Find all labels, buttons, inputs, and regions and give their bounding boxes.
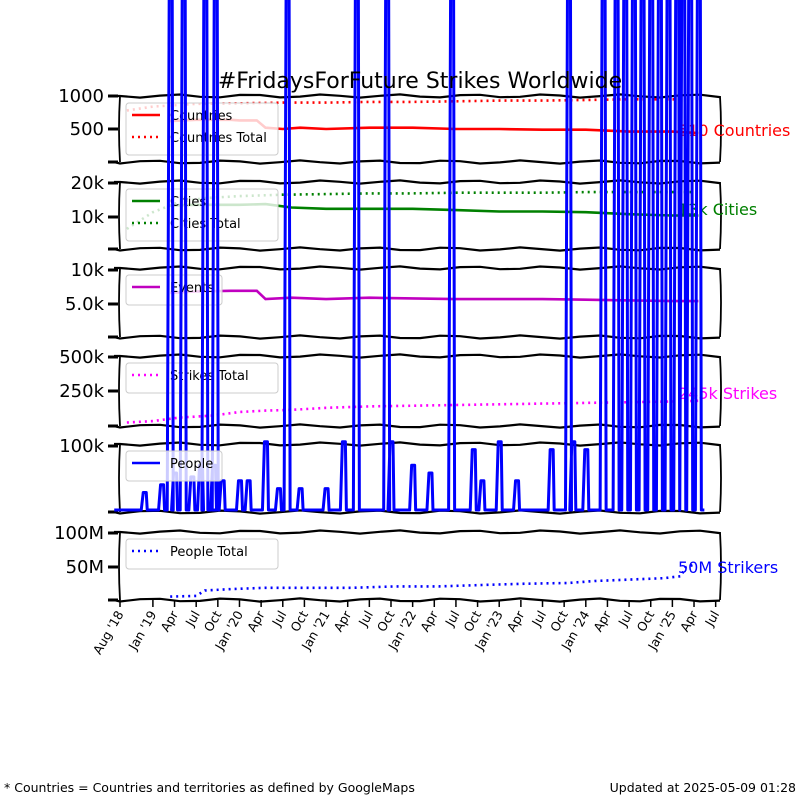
panel-bottom-border [114,247,720,250]
panel-right-border [720,268,721,337]
legend-label: Cities [170,195,206,210]
y-tick-label: 1000 [58,86,104,107]
panel-bottom-border [114,160,720,163]
y-tick-label: 250k [59,381,104,402]
x-tick-label: Jul [528,608,549,629]
y-tick-label: 100M [54,523,104,544]
y-tick-label: 50M [66,557,104,578]
legend: People Total [126,539,278,569]
x-tick-label: Jul [355,608,376,629]
x-tick-label: Apr [157,607,181,634]
series-end-label: 50M Strikers [678,558,778,577]
legend-label: People [170,457,213,472]
panel-bottom-border [114,335,720,338]
x-tick-label: Apr [417,607,441,634]
panel-left-border [119,356,120,426]
y-tick-label: 5.0k [65,294,105,315]
x-tick-label: Aug '18 [90,608,127,657]
y-tick-label: 500k [59,347,104,368]
panel-top-border [114,180,720,183]
x-tick-label: Jul [701,608,722,629]
chart-title: #FridaysForFuture Strikes Worldwide [218,69,622,94]
panel-left-border [119,532,120,600]
y-tick-label: 100k [59,436,104,457]
panel-right-border [720,444,721,512]
panel-left-border [119,96,120,162]
panel-top-border [114,266,720,269]
x-tick-label: Jul [441,608,462,629]
x-tick-label: Apr [331,607,355,634]
x-tick-label: Jan '19 [125,608,160,653]
x-tick-label: Jul [268,608,289,629]
y-tick-label: 500 [70,119,104,140]
y-tick-label: 10k [71,260,105,281]
legend-label: People Total [170,545,248,560]
x-tick-label: Jul [615,608,636,629]
series-end-label: 510 Countries [678,121,790,140]
x-tick-label: Apr [504,607,528,634]
panel-left-border [119,444,120,512]
y-tick-label: 20k [71,173,105,194]
panel-left-border [119,182,120,249]
panel-left-border [119,268,120,337]
footnote: * Countries = Countries and territories … [4,780,415,795]
x-tick-label: Apr [590,607,614,634]
x-tick-label: Jul [182,608,203,629]
panel-top-border [114,354,720,357]
updated-timestamp: Updated at 2025-05-09 01:28 [610,780,796,795]
x-tick-label: Apr [244,607,268,634]
x-tick-label: Apr [677,607,701,634]
series-end-label: 13k Cities [678,200,757,219]
legend-label: Countries [170,109,233,124]
panel-top-border [114,530,720,533]
legend: People [126,451,222,481]
y-tick-label: 10k [71,207,105,228]
